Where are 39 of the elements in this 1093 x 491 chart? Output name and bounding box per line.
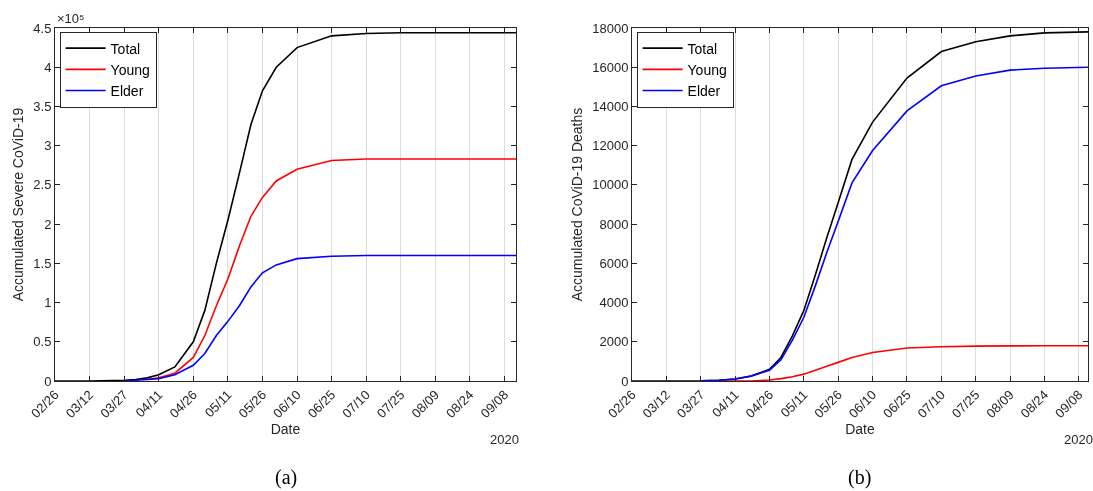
y-tick-label: 14000 xyxy=(592,98,629,114)
y-tick-label: 0 xyxy=(621,373,629,389)
y-tick-label: 18000 xyxy=(592,20,629,36)
y-tick-label: 12000 xyxy=(592,138,629,154)
line-series xyxy=(146,158,516,381)
y-tick-label: 3 xyxy=(44,138,52,154)
y-tick-label: 3.5 xyxy=(33,98,52,114)
y-tick-label: 16000 xyxy=(592,59,629,75)
line-series xyxy=(123,254,516,381)
y-tick-label: 4.5 xyxy=(33,20,52,36)
y-tick-label: 4000 xyxy=(599,295,629,311)
text: (a) xyxy=(275,466,298,489)
text: 2020 xyxy=(1064,432,1093,447)
legend-label: Total xyxy=(110,40,141,57)
line-series xyxy=(632,31,1088,381)
y-tick-label: 1 xyxy=(44,295,52,311)
y-tick-label: 0 xyxy=(44,373,52,389)
legend-label: Total xyxy=(687,40,718,57)
y-tick-label: 4 xyxy=(44,59,52,75)
x-axis-title: Date xyxy=(270,421,301,438)
y-tick-label: 6000 xyxy=(599,255,629,271)
y-axis-title: Accumulated CoViD-19 Deaths xyxy=(568,107,585,302)
legend-label: Elder xyxy=(687,82,721,99)
y-tick-label: 10000 xyxy=(592,177,629,193)
y-tick-label: 2000 xyxy=(599,334,629,350)
text: ×10⁵ xyxy=(57,11,85,26)
legend-label: Young xyxy=(687,61,727,78)
y-tick-label: 2.5 xyxy=(33,177,52,193)
y-tick-label: 0.5 xyxy=(33,334,52,350)
y-tick-label: 2 xyxy=(44,216,52,232)
y-tick-label: 8000 xyxy=(599,216,629,232)
text: (b) xyxy=(848,466,872,489)
legend-label: Young xyxy=(110,61,150,78)
y-axis-title: Accumulated Severe CoViD-19 xyxy=(9,107,26,302)
y-tick-label: 1.5 xyxy=(33,255,52,271)
x-axis-title: Date xyxy=(845,421,875,438)
legend-label: Elder xyxy=(110,82,144,99)
line-series xyxy=(55,31,516,381)
text: 2020 xyxy=(490,432,519,447)
